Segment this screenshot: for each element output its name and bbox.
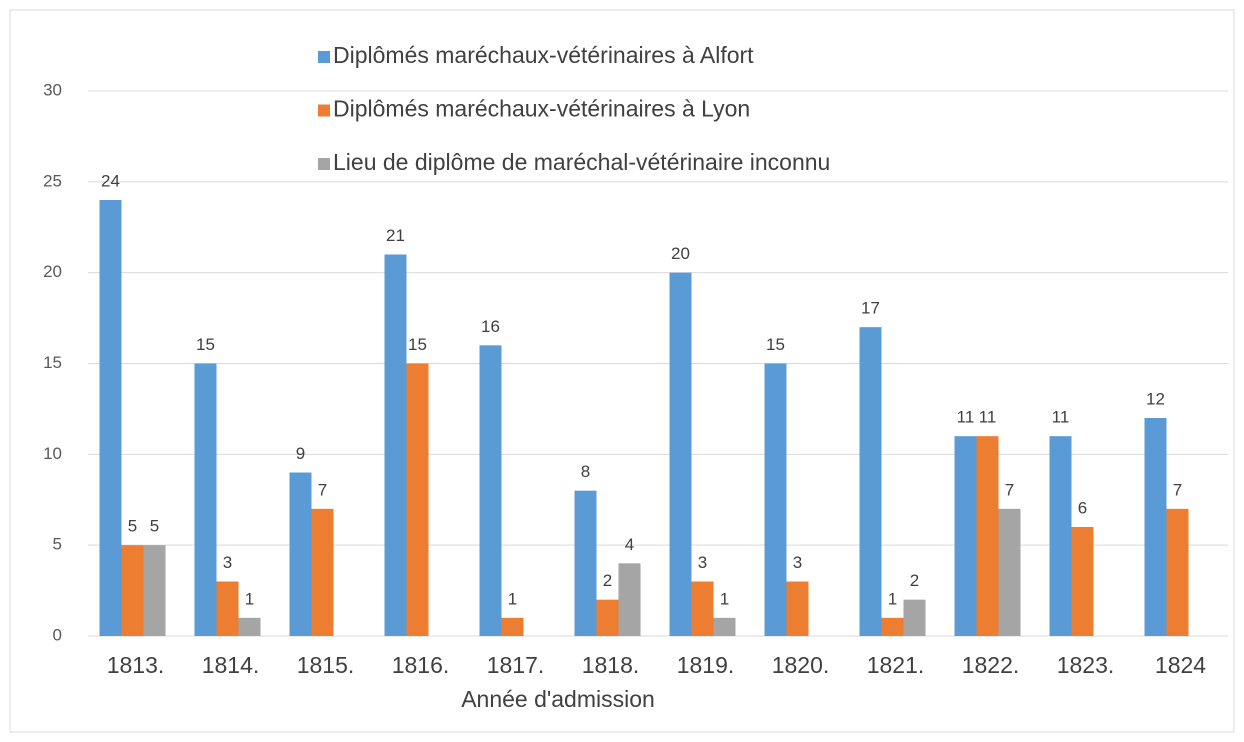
data-label: 5 <box>128 517 137 536</box>
bar <box>238 617 261 636</box>
data-label: 9 <box>296 444 305 463</box>
x-tick-label: 1813. <box>107 652 165 678</box>
y-tick-label: 0 <box>53 625 62 644</box>
y-tick-label: 20 <box>43 262 62 281</box>
data-label: 1 <box>245 589 254 608</box>
bar <box>216 581 239 636</box>
data-label: 7 <box>1005 480 1014 499</box>
data-label: 15 <box>408 335 427 354</box>
bar <box>1144 418 1167 636</box>
data-label: 12 <box>1146 389 1165 408</box>
x-tick-label: 1817. <box>487 652 545 678</box>
bar <box>99 200 122 636</box>
data-label: 6 <box>1078 498 1087 517</box>
bar <box>194 363 217 636</box>
bar <box>998 508 1021 636</box>
bar <box>311 508 334 636</box>
bar <box>859 327 882 636</box>
bar <box>143 545 166 636</box>
x-tick-label: 1815. <box>297 652 355 678</box>
bar <box>1071 527 1094 636</box>
bar <box>1049 436 1072 636</box>
bar <box>764 363 787 636</box>
y-tick-label: 25 <box>43 171 62 190</box>
data-label: 5 <box>150 517 159 536</box>
legend-label: Diplômés maréchaux-vétérinaires à Lyon <box>333 96 750 122</box>
data-label: 11 <box>1052 408 1070 427</box>
data-label: 3 <box>793 553 802 572</box>
y-tick-label: 5 <box>53 535 62 554</box>
x-tick-label: 1823. <box>1057 652 1115 678</box>
data-label: 1 <box>720 589 729 608</box>
bar <box>596 599 619 636</box>
x-tick-label: 1820. <box>772 652 830 678</box>
bar <box>618 563 641 636</box>
y-tick-label: 15 <box>43 353 62 372</box>
bar <box>406 363 429 636</box>
bar <box>954 436 977 636</box>
bar <box>786 581 809 636</box>
data-label: 3 <box>698 553 707 572</box>
data-label: 2 <box>910 571 919 590</box>
bar <box>1166 508 1189 636</box>
y-tick-label: 10 <box>43 444 62 463</box>
data-label: 4 <box>625 535 634 554</box>
legend-label: Lieu de diplôme de maréchal-vétérinaire … <box>333 149 830 175</box>
data-label: 11 <box>979 408 997 427</box>
bar <box>881 617 904 636</box>
legend-label: Diplômés maréchaux-vétérinaires à Alfort <box>333 42 754 68</box>
data-label: 1 <box>888 589 897 608</box>
bar <box>479 345 502 636</box>
x-tick-label: 1824 <box>1155 652 1206 678</box>
data-label: 20 <box>671 244 690 263</box>
legend-swatch <box>318 51 330 63</box>
bar <box>713 617 736 636</box>
data-label: 24 <box>101 171 120 190</box>
x-tick-label: 1819. <box>677 652 735 678</box>
data-label: 7 <box>318 480 327 499</box>
bar <box>691 581 714 636</box>
bar <box>501 617 524 636</box>
data-label: 1 <box>508 589 517 608</box>
bar <box>903 599 926 636</box>
data-label: 15 <box>196 335 215 354</box>
bar <box>289 472 312 636</box>
data-label: 15 <box>766 335 785 354</box>
data-label: 7 <box>1173 480 1182 499</box>
x-tick-label: 1818. <box>582 652 640 678</box>
x-axis-title: Année d'admission <box>461 686 655 712</box>
bar <box>384 254 407 636</box>
data-label: 21 <box>386 226 405 245</box>
data-label: 16 <box>481 317 500 336</box>
data-label: 3 <box>223 553 232 572</box>
bar <box>121 545 144 636</box>
x-tick-label: 1821. <box>867 652 925 678</box>
bar <box>669 272 692 636</box>
y-tick-label: 30 <box>43 80 62 99</box>
bar <box>976 436 999 636</box>
x-tick-label: 1816. <box>392 652 450 678</box>
bar <box>574 490 597 636</box>
x-tick-label: 1822. <box>962 652 1020 678</box>
data-label: 17 <box>861 299 880 318</box>
x-tick-label: 1814. <box>202 652 260 678</box>
legend-swatch <box>318 104 330 117</box>
data-label: 11 <box>957 408 975 427</box>
data-label: 2 <box>603 571 612 590</box>
data-label: 8 <box>581 462 590 481</box>
legend-swatch <box>318 158 330 170</box>
